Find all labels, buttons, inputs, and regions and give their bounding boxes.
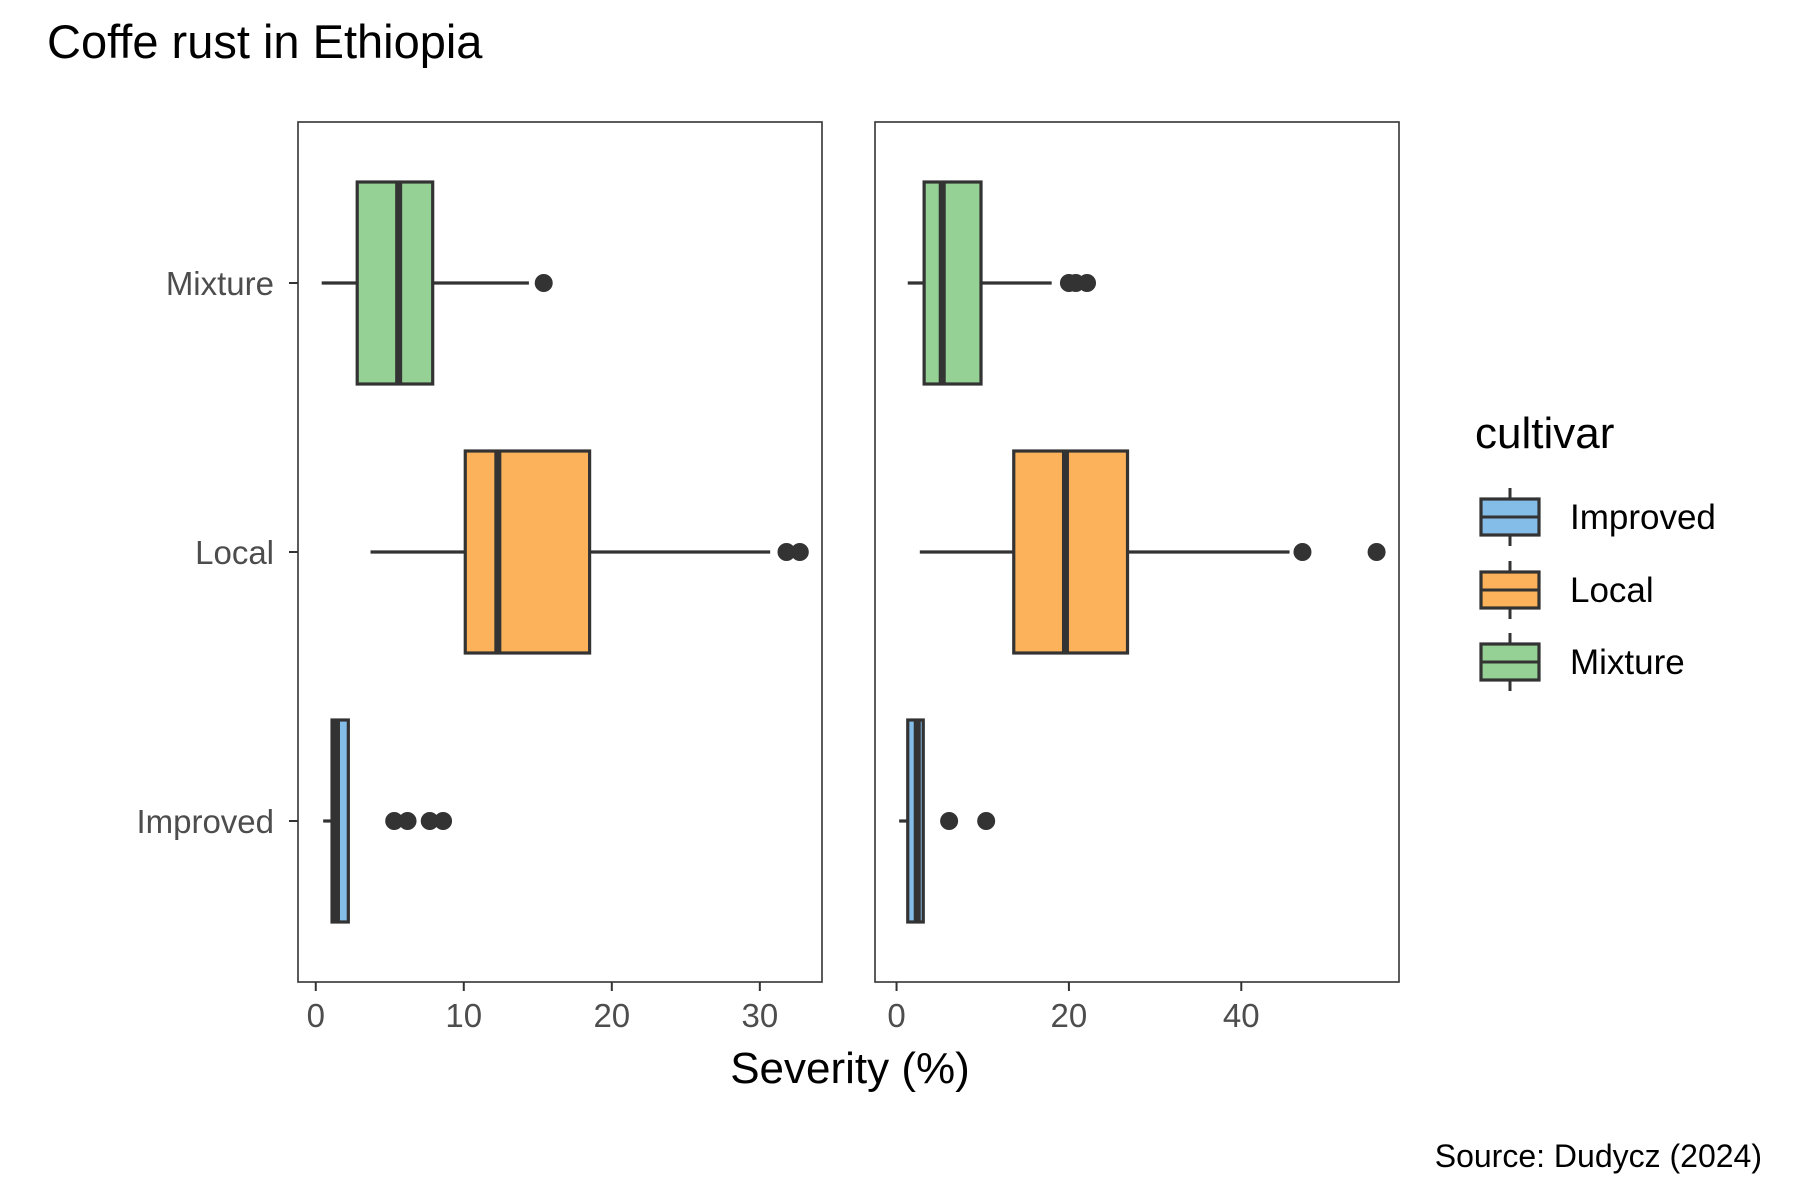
x-tick-label: 10 <box>445 997 482 1034</box>
x-tick-label: 30 <box>741 997 778 1034</box>
outlier-point <box>420 812 439 830</box>
legend: cultivar Improved Local Mixture <box>1475 409 1716 691</box>
legend-label: Mixture <box>1570 643 1685 682</box>
legend-key-mixture <box>1479 633 1541 691</box>
legend-key-local <box>1479 561 1541 619</box>
box-iqr <box>1012 449 1130 655</box>
outlier-point <box>1367 543 1386 561</box>
outlier-point <box>790 543 809 561</box>
x-tick-label: 20 <box>1051 997 1088 1034</box>
box-iqr <box>922 180 983 386</box>
boxplot-local <box>919 449 1386 655</box>
y-tick-label: Mixture <box>166 265 274 302</box>
x-tick-label: 0 <box>307 997 325 1034</box>
y-tick-label: Local <box>195 534 274 571</box>
boxplot-mixture <box>907 180 1097 386</box>
y-axis: Improved Local Mixture <box>136 265 298 840</box>
outlier-point <box>940 812 959 830</box>
legend-label: Local <box>1570 571 1654 610</box>
legend-key-improved <box>1479 488 1541 546</box>
outlier-point <box>385 812 404 830</box>
outlier-point <box>1293 543 1312 561</box>
boxplot-mixture <box>321 180 553 386</box>
chart-title: Coffe rust in Ethiopia <box>47 15 483 68</box>
boxplot-improved <box>899 718 996 924</box>
outlier-point <box>434 812 453 830</box>
x-tick-label: 40 <box>1223 997 1260 1034</box>
plot-panels: 0 10 20 30 0 20 40 <box>297 121 1400 1034</box>
x-axis-title: Severity (%) <box>730 1044 970 1093</box>
caption: Source: Dudycz (2024) <box>1435 1138 1762 1174</box>
y-tick-label: Improved <box>136 803 274 840</box>
boxplot-improved <box>323 718 453 924</box>
x-tick-label: 20 <box>593 997 630 1034</box>
legend-title: cultivar <box>1475 409 1614 458</box>
x-tick-label: 0 <box>887 997 905 1034</box>
outlier-point <box>398 812 417 830</box>
box-iqr <box>463 449 592 655</box>
outlier-point <box>1078 274 1097 292</box>
outlier-point <box>534 274 553 292</box>
outlier-point <box>777 543 796 561</box>
legend-label: Improved <box>1570 498 1716 537</box>
panel-2: 0 20 40 <box>874 121 1400 1034</box>
box-iqr <box>355 180 435 386</box>
boxplot-local <box>370 449 809 655</box>
outlier-point <box>977 812 996 830</box>
panel-1: 0 10 20 30 <box>297 121 823 1034</box>
